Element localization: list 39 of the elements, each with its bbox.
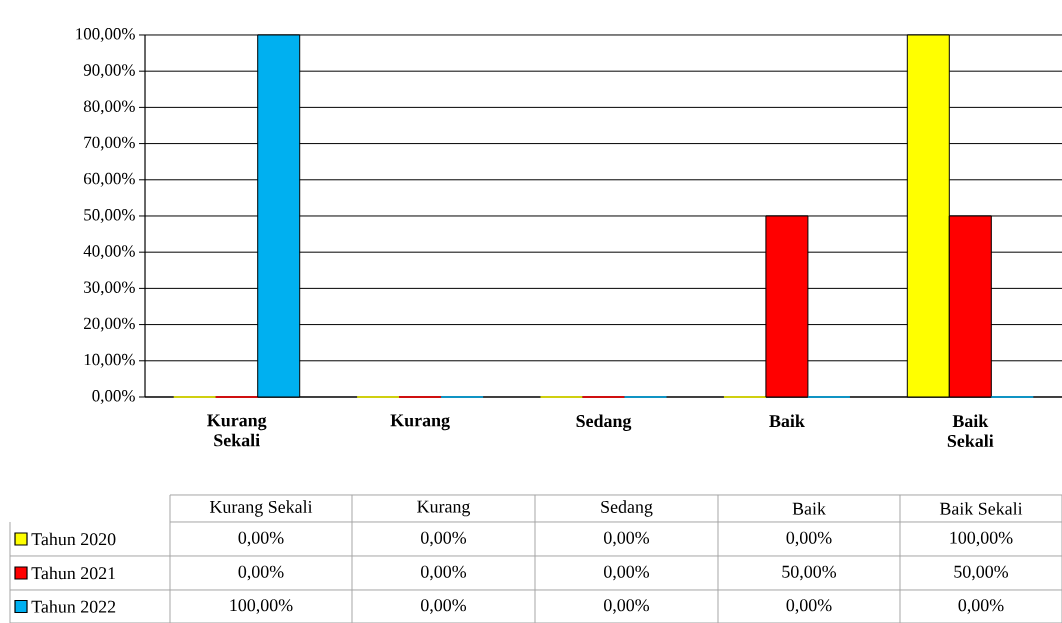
y-tick-label: 30,00% bbox=[84, 281, 135, 296]
data-label: 50,00% bbox=[954, 565, 1009, 581]
y-tick-label: 10,00% bbox=[84, 353, 135, 368]
data-label: 100,00% bbox=[950, 531, 1013, 547]
y-tick-label: 40,00% bbox=[83, 245, 135, 260]
legend-label: Tahun 2022 bbox=[31, 600, 116, 613]
category-label: Baik bbox=[792, 502, 826, 515]
y-tick-label: 90,00% bbox=[83, 64, 135, 79]
y-tick-label: 20,00% bbox=[84, 317, 135, 332]
data-label: 0,00% bbox=[786, 531, 832, 547]
data-label: 0,00% bbox=[421, 599, 467, 614]
data-label: 50,00% bbox=[782, 565, 837, 581]
data-label: 0,00% bbox=[421, 565, 467, 581]
y-tick-label: 60,00% bbox=[84, 172, 135, 187]
x-tick-label: Sedang bbox=[576, 414, 632, 431]
x-tick-label: Baik Sekali bbox=[947, 414, 994, 448]
data-label: 0,00% bbox=[786, 599, 832, 614]
x-tick-label: Kurang bbox=[390, 414, 450, 431]
x-tick-label: Baik bbox=[769, 414, 805, 428]
y-tick-label: 50,00% bbox=[84, 209, 135, 223]
data-label: 0,00% bbox=[604, 565, 650, 581]
x-tick-label: Kurang Sekali bbox=[207, 414, 267, 447]
data-label: 0,00% bbox=[421, 531, 467, 547]
y-tick-label: 0,00% bbox=[92, 390, 135, 404]
data-label: 0,00% bbox=[238, 531, 284, 547]
y-tick-label: 70,00% bbox=[84, 136, 135, 151]
legend-label: Tahun 2020 bbox=[31, 532, 116, 546]
y-tick-label: 80,00% bbox=[83, 100, 135, 115]
data-label: 0,00% bbox=[604, 599, 650, 614]
category-label: Kurang Sekali bbox=[209, 500, 313, 517]
data-label: 0,00% bbox=[604, 531, 650, 547]
data-label: 100,00% bbox=[230, 599, 293, 614]
legend-label: Tahun 2021 bbox=[31, 566, 116, 580]
category-label: Kurang bbox=[417, 500, 471, 517]
y-tick-label: 100,00% bbox=[76, 28, 135, 42]
category-label: Sedang bbox=[601, 500, 653, 517]
data-label: 0,00% bbox=[238, 565, 284, 581]
data-label: 0,00% bbox=[958, 599, 1004, 614]
category-label: Baik Sekali bbox=[939, 502, 1023, 515]
